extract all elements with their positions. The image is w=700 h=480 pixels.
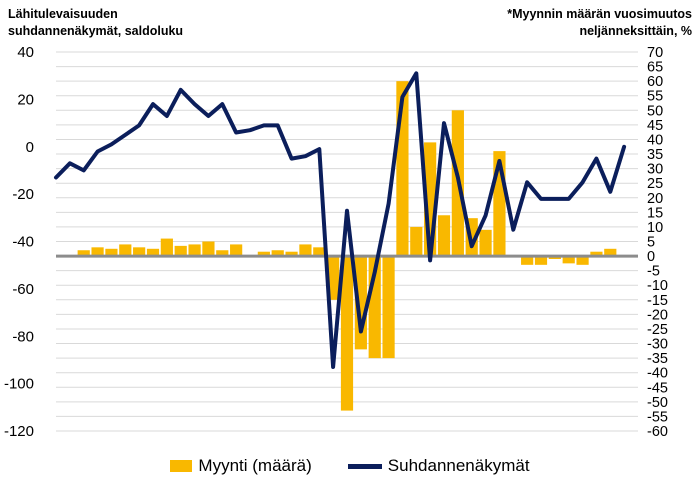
right-axis-title-line1: *Myynnin määrän vuosimuutos [507, 7, 692, 21]
bar [174, 245, 187, 257]
right-tick-label: -20 [647, 307, 668, 323]
bar [257, 251, 270, 257]
right-tick-label: -40 [647, 366, 668, 382]
bar [133, 247, 146, 257]
right-tick-label: -45 [647, 380, 668, 396]
bar [119, 244, 132, 257]
left-tick-label: -60 [12, 281, 34, 298]
bar [479, 229, 492, 257]
right-tick-label: -55 [647, 409, 668, 425]
bar [146, 248, 160, 257]
right-tick-label: -10 [647, 278, 668, 294]
right-tick-label: 35 [647, 147, 663, 163]
left-tick-label: -120 [4, 423, 34, 440]
bar [160, 238, 173, 257]
left-tick-label: -100 [4, 376, 34, 393]
bar [105, 248, 118, 257]
right-tick-label: 20 [647, 191, 663, 207]
left-axis-title-line2: suhdannenäkymät, saldoluku [8, 24, 184, 38]
bar [77, 250, 90, 257]
left-tick-label: 0 [26, 139, 34, 156]
bar [216, 250, 229, 257]
right-tick-label: -25 [647, 322, 668, 338]
right-tick-label: 0 [647, 249, 655, 265]
bar [299, 244, 312, 257]
right-axis-ticks: -60-55-50-45-40-35-30-25-20-15-10-505101… [647, 45, 668, 440]
right-tick-label: 65 [647, 60, 663, 76]
bar [562, 256, 575, 264]
bar-series-myynti [77, 81, 631, 411]
left-tick-label: -80 [12, 328, 34, 345]
line-series-suhdannenakymat [54, 71, 627, 369]
legend-line-label: Suhdannenäkymät [387, 456, 530, 475]
right-axis-title-line2: neljänneksittäin, % [579, 24, 692, 38]
legend-bars-label: Myynti (määrä) [198, 456, 312, 475]
legend-line-swatch [347, 463, 382, 469]
right-tick-label: -30 [647, 337, 668, 353]
bar [230, 244, 243, 257]
right-tick-label: 5 [647, 235, 655, 251]
bar [91, 247, 104, 257]
right-tick-label: 50 [647, 103, 663, 119]
left-tick-label: -20 [12, 186, 34, 203]
left-axis-title: Lähitulevaisuuden suhdannenäkymät, saldo… [8, 6, 183, 40]
right-tick-label: 70 [647, 45, 663, 61]
bar [285, 251, 298, 257]
left-axis-ticks: 40 20 0 -20 -40 -60 -80 -100 -120 [4, 44, 34, 440]
right-tick-label: 40 [647, 132, 663, 148]
left-tick-label: 20 [17, 91, 34, 108]
left-tick-label: 40 [17, 44, 34, 61]
bar [410, 226, 423, 257]
right-tick-label: 10 [647, 220, 663, 236]
bar [437, 215, 451, 257]
right-tick-label: 25 [647, 176, 663, 192]
bar [271, 250, 284, 257]
right-axis-title: *Myynnin määrän vuosimuutos neljänneksit… [507, 6, 692, 40]
legend-item-bars: Myynti (määrä) [170, 456, 312, 476]
right-tick-label: 45 [647, 118, 663, 134]
left-axis-title-line1: Lähitulevaisuuden [8, 7, 118, 21]
right-tick-label: -60 [647, 424, 668, 440]
bar [202, 241, 215, 257]
legend-item-line: Suhdannenäkymät [347, 456, 530, 476]
bar [590, 251, 603, 257]
bar [604, 248, 617, 257]
right-tick-label: 15 [647, 205, 663, 221]
line-path [54, 71, 627, 369]
right-tick-label: -5 [647, 264, 660, 280]
bar [340, 256, 354, 411]
bar [188, 244, 201, 257]
bar [382, 256, 395, 359]
right-tick-label: 55 [647, 89, 663, 105]
right-tick-label: -35 [647, 351, 668, 367]
bar [534, 256, 548, 265]
bar [521, 256, 534, 265]
bar [313, 247, 326, 257]
legend: Myynti (määrä) Suhdannenäkymät [0, 456, 700, 476]
right-tick-label: -50 [647, 395, 668, 411]
right-tick-label: 30 [647, 162, 663, 178]
legend-bar-swatch [170, 460, 193, 472]
left-tick-label: -40 [12, 234, 34, 251]
right-tick-label: -15 [647, 293, 668, 309]
bar [576, 256, 589, 265]
right-tick-label: 60 [647, 74, 663, 90]
